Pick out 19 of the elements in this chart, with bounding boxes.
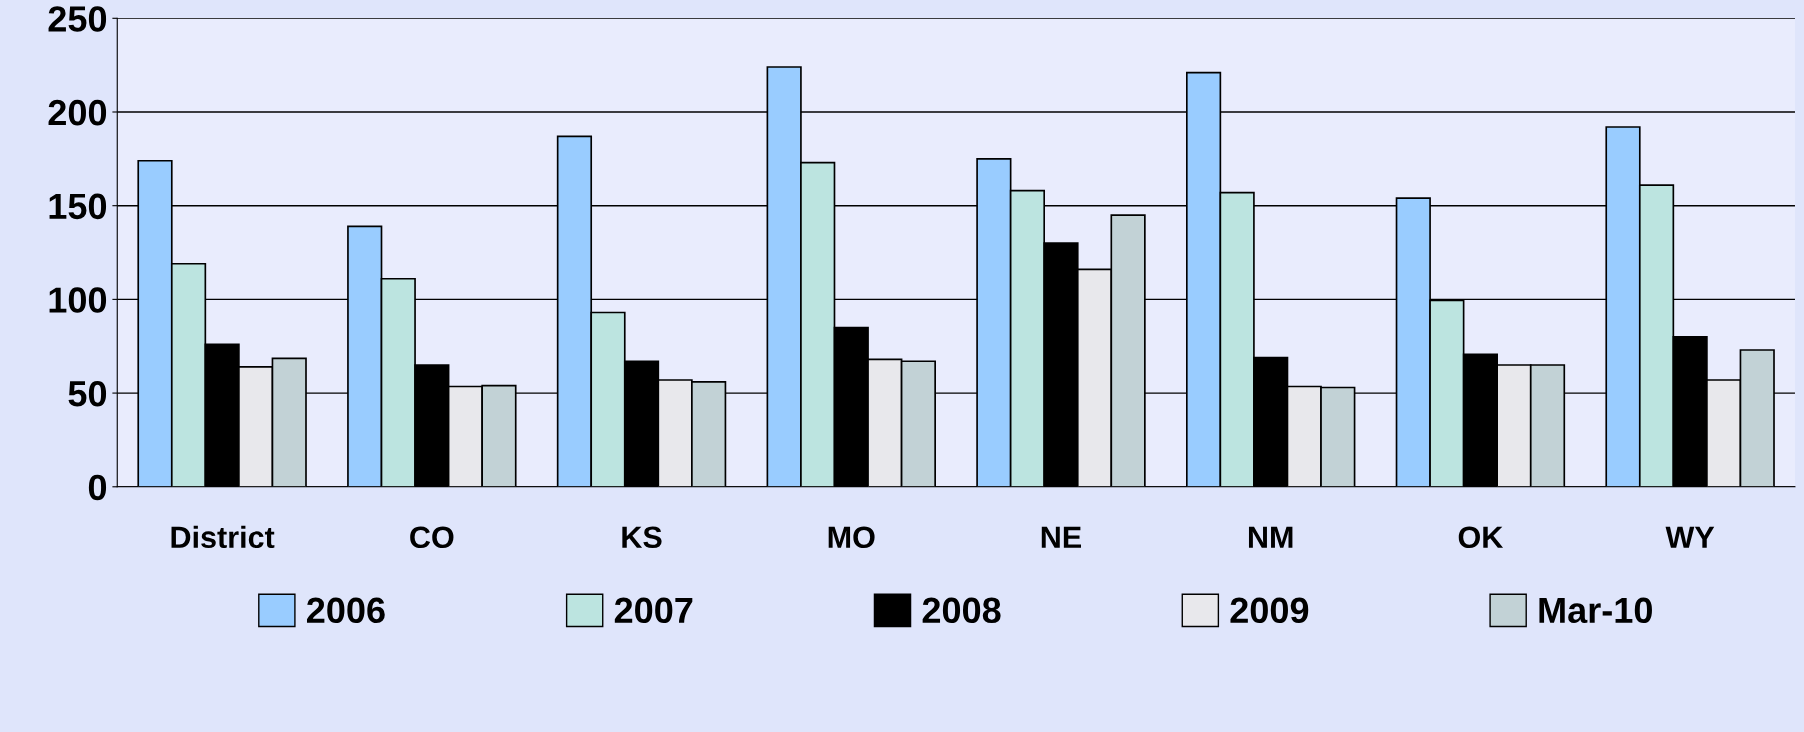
legend-label: 2006	[306, 597, 385, 624]
y-tick-label: 250	[48, 6, 107, 32]
legend-label: 2007	[614, 597, 693, 624]
legend-label: 2009	[1230, 597, 1309, 624]
x-tick-label: MO	[828, 526, 875, 549]
legend-label: Mar-10	[1539, 597, 1652, 624]
y-tick-label: 100	[49, 287, 107, 313]
y-tick-label: 200	[48, 99, 107, 126]
x-tick-label: CO	[410, 526, 454, 549]
x-tick-label: NE	[1041, 526, 1082, 548]
x-tick-label: KS	[622, 526, 662, 549]
x-tick-label: District	[171, 525, 275, 549]
y-tick-label: 0	[88, 474, 107, 501]
legend-label: 2008	[922, 597, 1001, 624]
y-tick-label: 150	[49, 193, 107, 220]
x-tick-label: WY	[1665, 526, 1715, 548]
x-tick-label: NM	[1248, 526, 1293, 548]
x-tick-label: OK	[1458, 526, 1504, 549]
y-tick-label: 50	[68, 380, 107, 407]
